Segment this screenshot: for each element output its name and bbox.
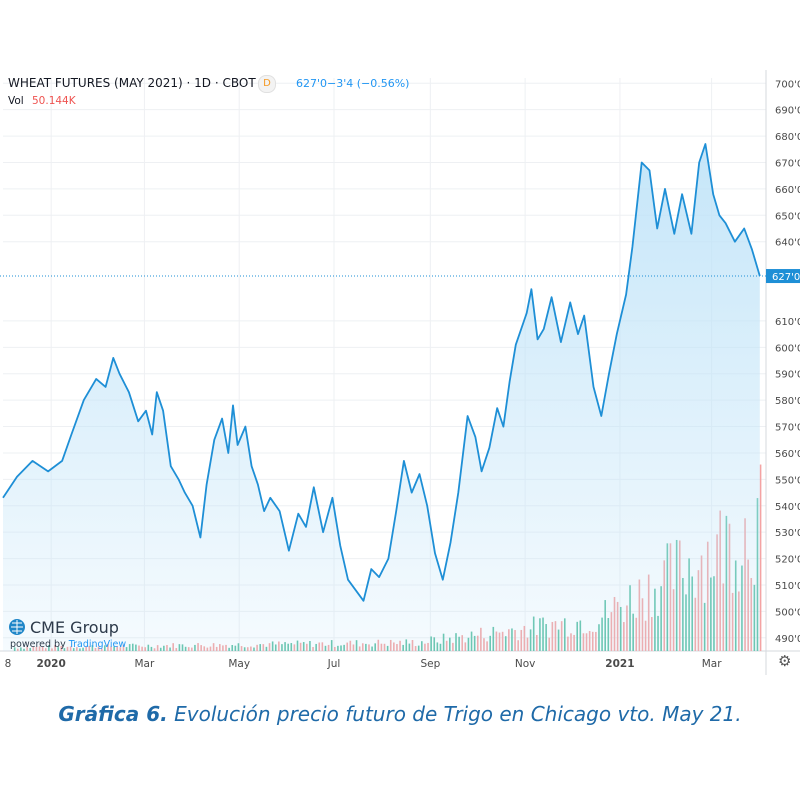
y-tick-label: 650'0 (775, 211, 800, 222)
y-tick-label: 520'0 (775, 555, 800, 566)
figure-caption: Gráfica 6. Evolución precio futuro de Tr… (0, 702, 800, 726)
last-price-tag-label: 627'0 (772, 272, 800, 283)
caption-text: Evolución precio futuro de Trigo en Chic… (167, 702, 742, 726)
y-tick-label: 680'0 (775, 132, 800, 143)
y-tick-label: 490'0 (775, 634, 800, 645)
cme-group-logo-text: CME Group (30, 618, 119, 637)
powered-by-label: powered by (10, 639, 66, 650)
last-price-tag (766, 269, 800, 284)
gear-icon[interactable]: ⚙ (778, 653, 792, 670)
last-price: 627'0 (296, 77, 328, 90)
y-tick-label: 570'0 (775, 423, 800, 434)
delay-badge[interactable]: D (258, 75, 276, 93)
price-change: −3'4 (−0.56%) (327, 77, 410, 90)
x-tick-label: Jul (327, 658, 341, 670)
cme-globe-icon (9, 619, 25, 635)
volume-bar (759, 464, 762, 651)
y-tick-label: 590'0 (775, 370, 800, 381)
y-tick-label: 610'0 (775, 317, 800, 328)
y-tick-label: 670'0 (775, 158, 800, 169)
y-tick-label: 640'0 (775, 238, 800, 249)
y-tick-label: 500'0 (775, 607, 800, 618)
powered-by-text: powered by TradingView (10, 639, 126, 650)
volume-value: 50.144K (32, 95, 76, 107)
price-line (2, 143, 761, 602)
symbol-title: WHEAT FUTURES (MAY 2021) · 1D · CBOT (8, 76, 256, 90)
x-tick-label: Mar (135, 658, 155, 670)
x-tick-label: 8 (5, 658, 12, 670)
x-tick-label: Mar (702, 658, 722, 670)
y-tick-label: 530'0 (775, 528, 800, 539)
y-tick-label: 700'0 (775, 79, 800, 90)
x-tick-label: May (228, 658, 250, 670)
x-tick-label: 2021 (605, 658, 634, 670)
x-tick-label: Nov (515, 658, 536, 670)
y-tick-label: 560'0 (775, 449, 800, 460)
chart: 700'0 690'0 680'0 670'0 660'0 650'0 640'0 627'0… (0, 70, 800, 675)
volume-label: Vol (8, 95, 24, 107)
y-tick-label: 600'0 (775, 343, 800, 354)
y-tick-label: 510'0 (775, 581, 800, 592)
y-tick-label: 580'0 (775, 396, 800, 407)
y-tick-label: 660'0 (775, 185, 800, 196)
tradingview-brand[interactable]: TradingView (68, 639, 127, 650)
x-tick-label: Sep (420, 658, 440, 670)
caption-label: Gráfica 6. (58, 702, 168, 726)
y-tick-label: 540'0 (775, 502, 800, 513)
y-tick-label: 690'0 (775, 106, 800, 117)
x-tick-label: 2020 (37, 658, 66, 670)
price-area (3, 144, 760, 651)
chart-svg: 700'0 690'0 680'0 670'0 660'0 650'0 640'0 627'0… (0, 70, 800, 675)
y-tick-label: 550'0 (775, 475, 800, 486)
